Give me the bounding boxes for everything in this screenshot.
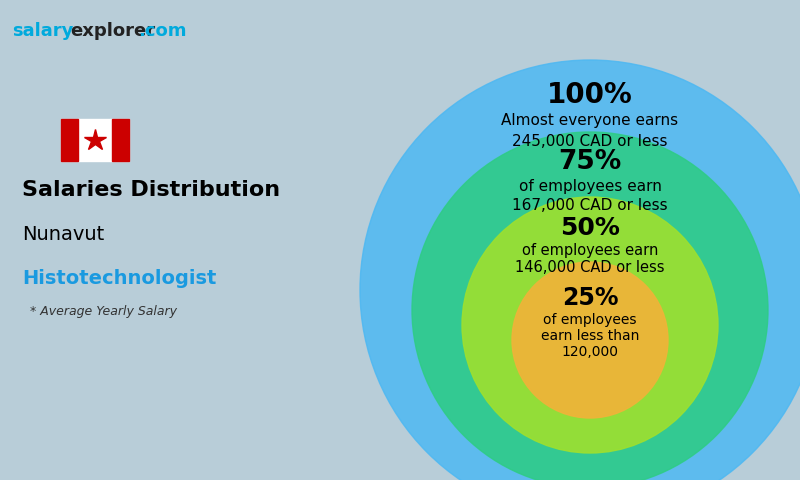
Text: of employees: of employees (543, 313, 637, 327)
Circle shape (360, 60, 800, 480)
Text: 146,000 CAD or less: 146,000 CAD or less (515, 261, 665, 276)
Text: earn less than: earn less than (541, 329, 639, 343)
Circle shape (512, 262, 668, 418)
Text: 167,000 CAD or less: 167,000 CAD or less (512, 199, 668, 214)
Bar (112, 119, 129, 161)
Text: 100%: 100% (547, 81, 633, 109)
Circle shape (462, 197, 718, 453)
FancyBboxPatch shape (61, 119, 129, 161)
Text: salary: salary (12, 22, 74, 40)
Text: of employees earn: of employees earn (518, 179, 662, 193)
Circle shape (412, 132, 768, 480)
Text: explorer: explorer (70, 22, 155, 40)
Text: 75%: 75% (558, 149, 622, 175)
Text: 120,000: 120,000 (562, 345, 618, 359)
Text: 50%: 50% (560, 216, 620, 240)
Text: Nunavut: Nunavut (22, 226, 104, 244)
Text: 25%: 25% (562, 286, 618, 310)
Text: * Average Yearly Salary: * Average Yearly Salary (30, 305, 177, 319)
Text: Almost everyone earns: Almost everyone earns (502, 113, 678, 129)
Text: .com: .com (138, 22, 186, 40)
Text: Salaries Distribution: Salaries Distribution (22, 180, 280, 200)
Bar (61, 119, 78, 161)
Text: 245,000 CAD or less: 245,000 CAD or less (512, 133, 668, 148)
Text: Histotechnologist: Histotechnologist (22, 268, 216, 288)
Text: of employees earn: of employees earn (522, 242, 658, 257)
